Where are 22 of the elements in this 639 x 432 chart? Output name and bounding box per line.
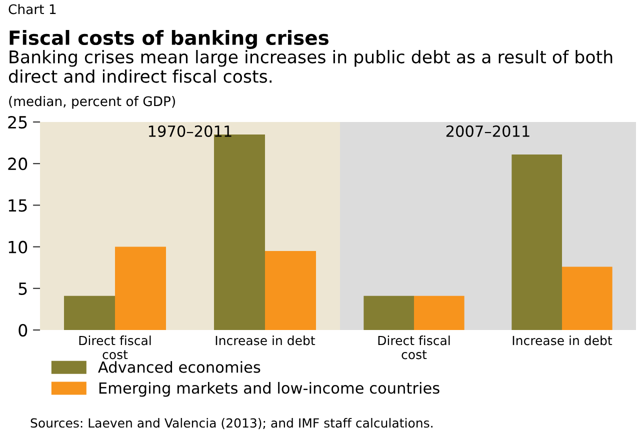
x-tick-label: Increase in debt bbox=[216, 336, 316, 346]
bar bbox=[115, 246, 166, 330]
chart-subtitle: Banking crises mean large increases in public debt as a result of both direct and indirect fiscal costs. bbox=[8, 50, 612, 83]
band-label: 2007–2011 bbox=[446, 125, 530, 137]
x-tick-label: Increase in debt bbox=[512, 336, 612, 346]
bar bbox=[64, 296, 115, 330]
y-tick-label: 25 bbox=[8, 116, 27, 129]
y-tick-label: 20 bbox=[8, 158, 28, 170]
x-tick-label: Direct fiscal cost bbox=[79, 336, 151, 360]
legend-label: Advanced economies bbox=[98, 361, 260, 373]
legend-label: Emerging markets and low-income countries bbox=[99, 382, 440, 397]
y-axis-title: (median, percent of GDP) bbox=[9, 96, 175, 109]
y-tick-label: 10 bbox=[8, 240, 28, 254]
caption: Chart 1 bbox=[8, 4, 56, 14]
band-label: 1970–2011 bbox=[148, 125, 232, 137]
x-tick-label: Direct fiscal cost bbox=[378, 336, 450, 360]
y-tick-label: 0 bbox=[18, 324, 28, 337]
source-note: Sources: Laeven and Valencia (2013); and IMF staff calculations. bbox=[30, 418, 432, 430]
bar bbox=[265, 250, 316, 330]
y-tick-label: 5 bbox=[18, 282, 27, 295]
chart-title: Fiscal costs of banking crises bbox=[10, 30, 328, 49]
y-tick-label: 15 bbox=[8, 199, 27, 212]
